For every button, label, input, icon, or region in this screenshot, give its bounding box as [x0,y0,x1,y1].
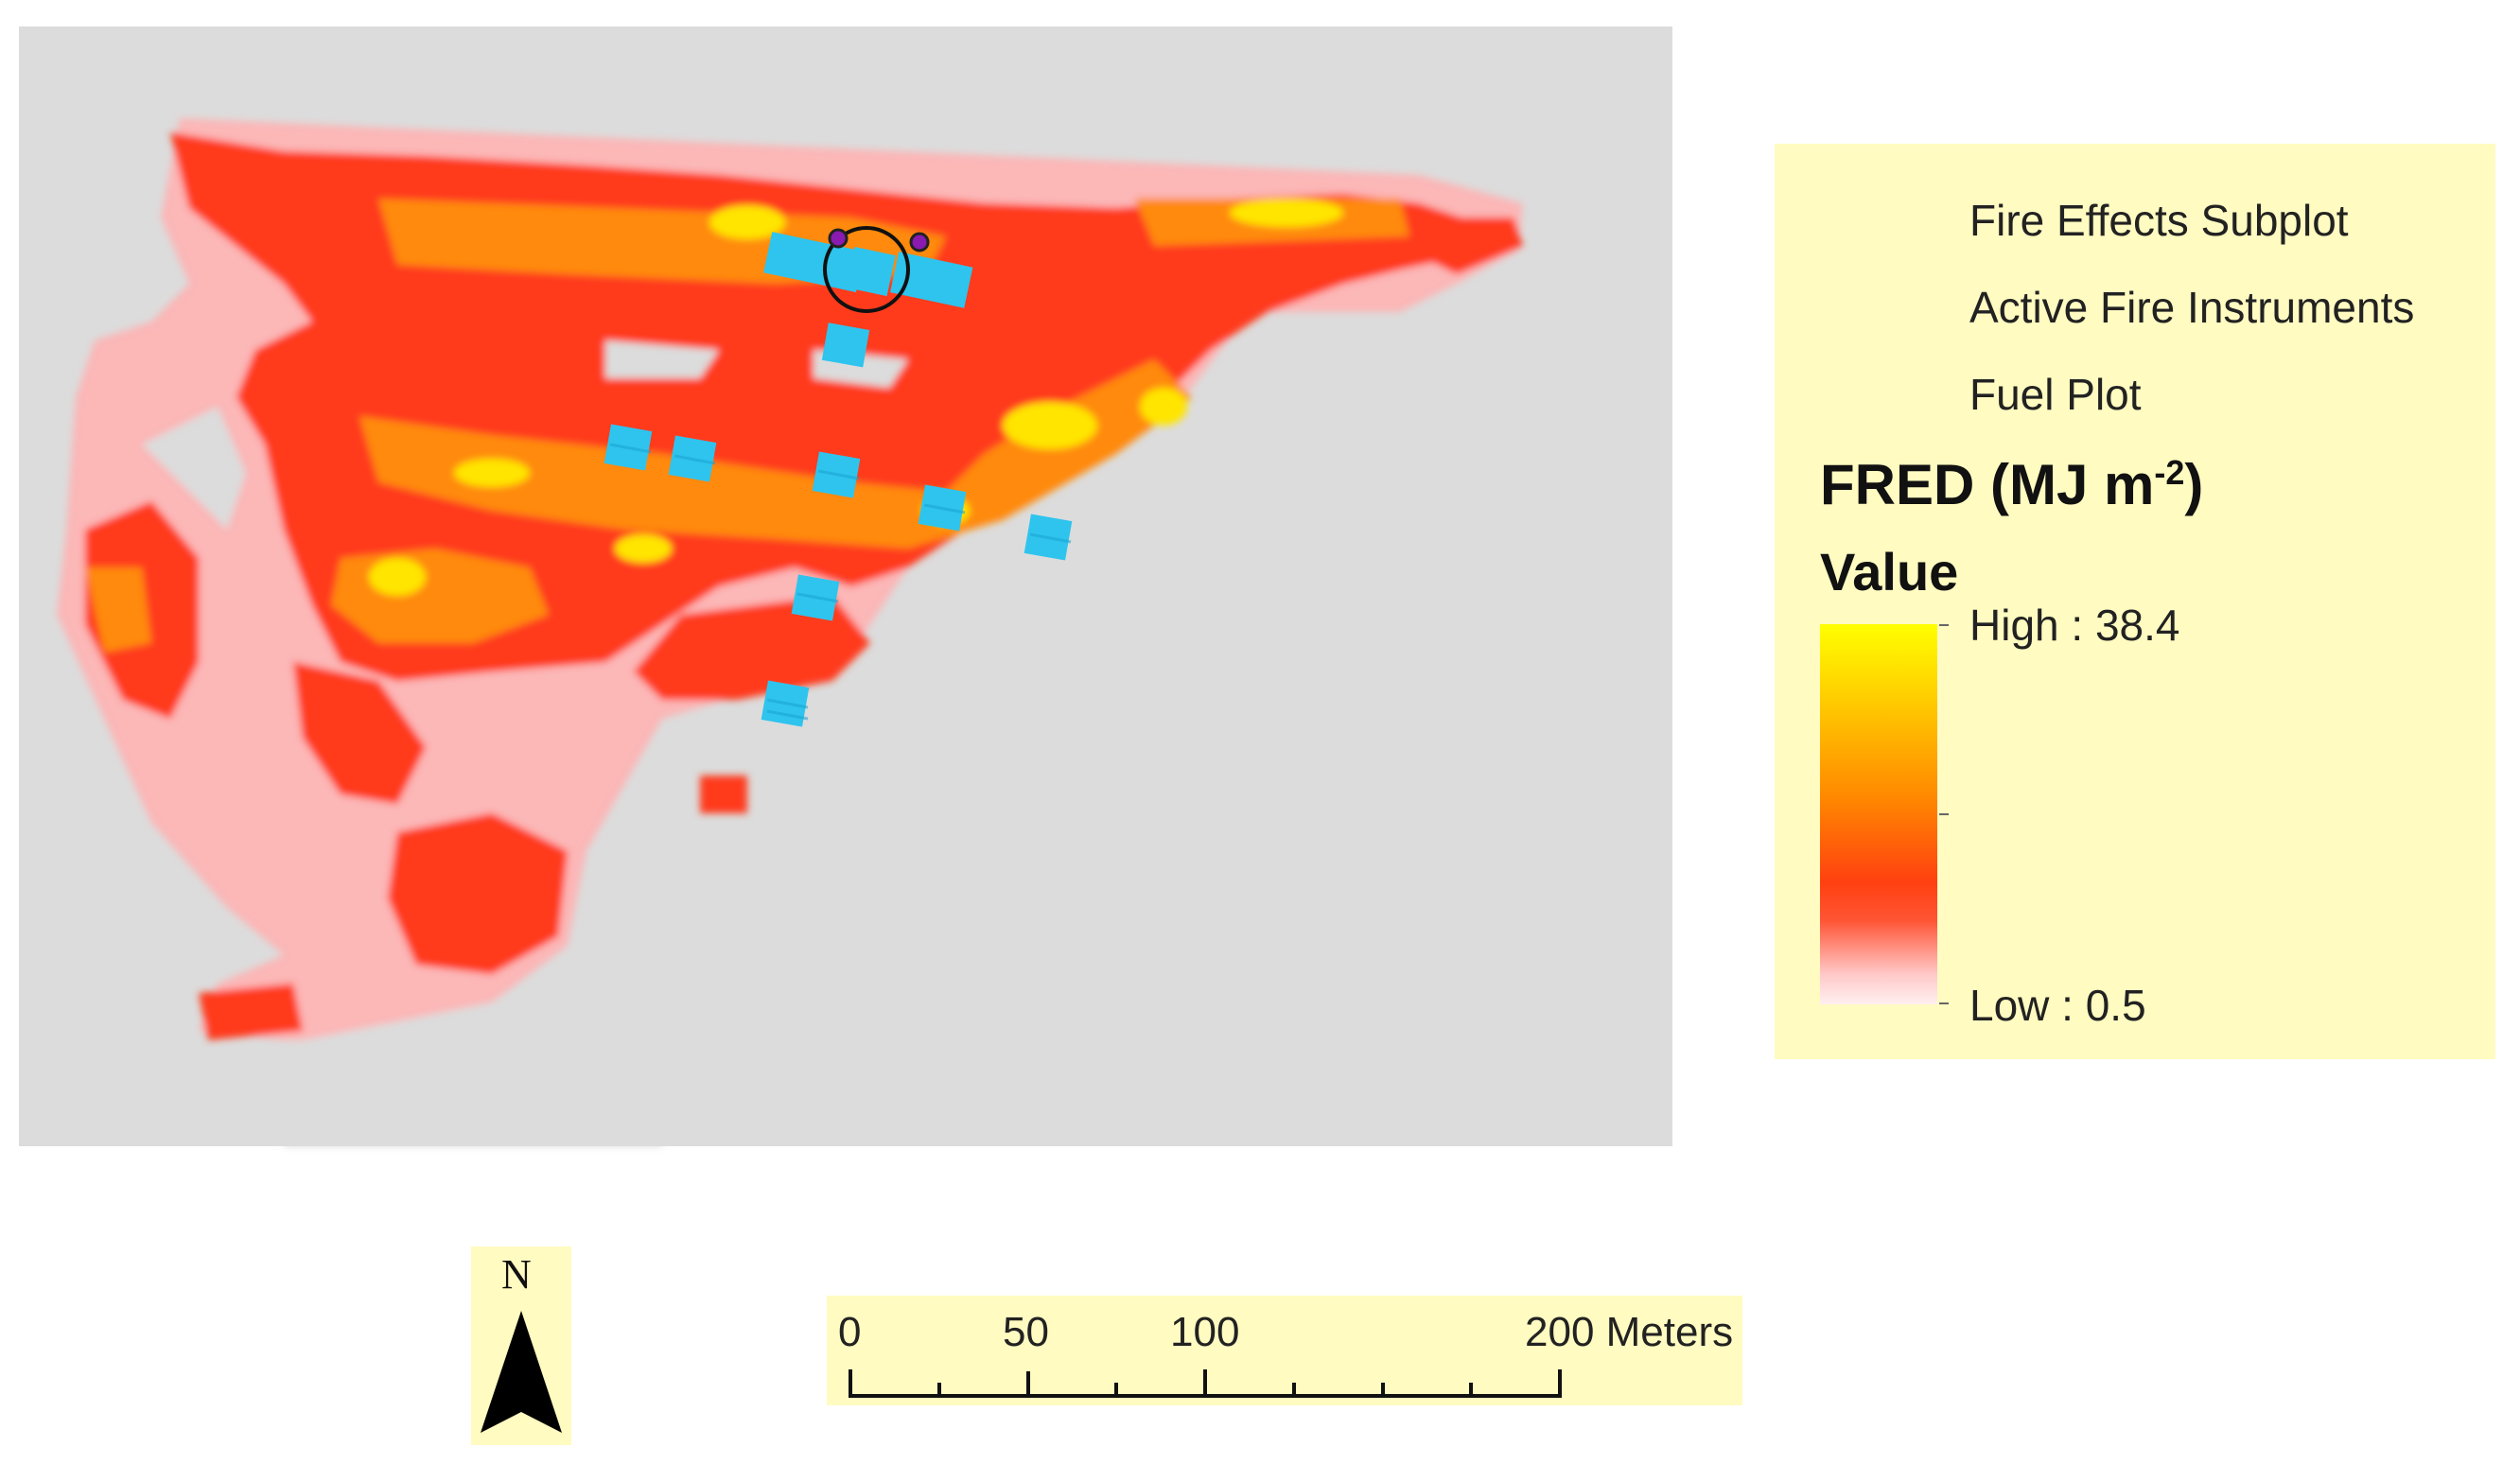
fred-raster [57,118,1523,1146]
north-arrow-icon [471,1246,571,1445]
ramp-tick [1939,624,1949,626]
scale-label-200-meters: 200 Meters [1525,1309,1734,1355]
active-fire-instrument [828,228,849,249]
legend-value-label: Value [1820,542,1959,601]
subplot-marker [846,246,896,297]
legend-title-close: ) [2184,453,2204,516]
subplot-marker [889,252,973,308]
fuel-plot-circle [823,226,910,313]
scale-label-0: 0 [838,1309,862,1355]
ramp-tick [1939,813,1949,815]
color-ramp [1820,624,1937,1004]
scale-bar [827,1296,1742,1405]
subplot-marker [821,322,870,368]
ramp-high-label: High : 38.4 [1969,601,2180,650]
legend-title-main: FRED (MJ m [1820,453,2155,516]
ramp-tick [1939,1002,1949,1004]
scale-label-100: 100 [1170,1309,1240,1355]
legend-title: FRED (MJ m-2) [1820,452,2203,517]
ramp-low-label: Low : 0.5 [1969,981,2146,1030]
north-label: N [501,1251,532,1298]
scale-label-50: 50 [1003,1309,1049,1355]
legend-item-active-fire-instruments: Active Fire Instruments [1969,283,2415,332]
legend-item-fuel-plot: Fuel Plot [1969,370,2142,419]
legend-title-exponent: -2 [2154,453,2185,492]
active-fire-instrument [909,232,930,253]
legend-item-fire-effects-subplot: Fire Effects Subplot [1969,196,2349,245]
